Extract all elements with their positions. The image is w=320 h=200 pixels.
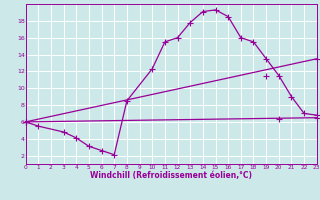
X-axis label: Windchill (Refroidissement éolien,°C): Windchill (Refroidissement éolien,°C)	[90, 171, 252, 180]
